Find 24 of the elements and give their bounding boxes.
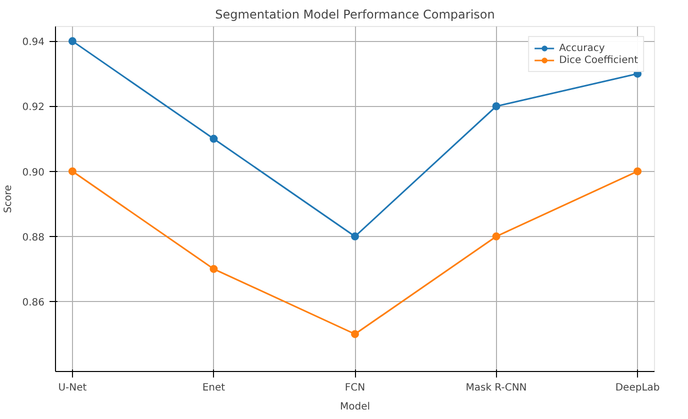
x-tick-label: DeepLab bbox=[615, 382, 660, 394]
x-tick-label: FCN bbox=[344, 382, 366, 394]
x-tick-label: Mask R-CNN bbox=[466, 382, 527, 394]
y-axis-title: Score bbox=[3, 184, 14, 214]
x-tick-label: U-Net bbox=[58, 382, 87, 394]
x-axis-title: Model bbox=[340, 402, 370, 412]
point bbox=[492, 102, 500, 110]
point bbox=[210, 134, 218, 143]
y-tick-label: 0.90 bbox=[22, 167, 44, 178]
point bbox=[351, 232, 359, 240]
y-tick-label: 0.94 bbox=[22, 37, 44, 48]
y-tick-label: 0.88 bbox=[22, 232, 44, 244]
point bbox=[68, 37, 76, 46]
point bbox=[492, 232, 500, 240]
point bbox=[210, 264, 218, 273]
point bbox=[68, 167, 76, 176]
point bbox=[351, 330, 359, 338]
x-tick-label: Enet bbox=[202, 382, 226, 394]
chart-title: Segmentation Model Performance Comparison bbox=[215, 8, 495, 22]
legend-label: Accuracy bbox=[559, 42, 605, 54]
y-tick-label: 0.92 bbox=[22, 102, 44, 114]
legend-label: Dice Coefficient bbox=[559, 54, 638, 66]
y-tick-label: 0.86 bbox=[22, 298, 44, 309]
point bbox=[634, 167, 642, 176]
